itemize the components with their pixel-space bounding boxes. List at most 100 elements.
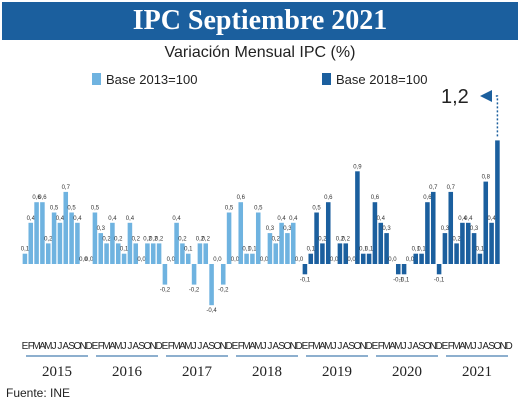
bar-24 [162, 264, 168, 285]
bar-32 [209, 264, 214, 306]
value-label-70: 0,7 [429, 185, 438, 191]
highlight-annotation: 1,2 [441, 86, 469, 108]
value-label-9: 0,4 [73, 216, 82, 222]
bar-21 [145, 243, 150, 264]
month-tick-7: A [62, 341, 69, 352]
bar-52 [325, 202, 331, 264]
value-label-59: 0,1 [365, 247, 374, 253]
month-tick-79: A [482, 341, 489, 352]
month-tick-0: E [22, 341, 29, 352]
bar-39 [250, 253, 255, 264]
value-label-11: 0,0 [85, 257, 94, 263]
month-tick-17: J [122, 341, 127, 352]
month-tick-16: M [114, 341, 122, 352]
month-tick-39: A [249, 341, 256, 352]
bar-27 [180, 243, 185, 264]
legend-label-base2018: Base 2018=100 [336, 72, 428, 87]
month-tick-52: M [324, 341, 332, 352]
bar-44 [279, 222, 284, 264]
bar-67 [413, 253, 419, 264]
value-label-65: -0,1 [399, 277, 410, 283]
month-tick-83: D [505, 341, 512, 352]
bar-4 [45, 243, 51, 264]
month-tick-81: O [494, 341, 502, 352]
month-tick-23: D [155, 341, 162, 352]
month-tick-54: J [337, 341, 342, 352]
month-tick-31: A [202, 341, 209, 352]
legend-item-base2018: Base 2018=100 [322, 72, 427, 87]
bar-15 [110, 222, 115, 264]
month-tick-30: J [197, 341, 202, 352]
month-tick-58: N [360, 341, 367, 352]
month-tick-15: A [109, 341, 116, 352]
value-label-32: -0,4 [206, 308, 217, 314]
month-tick-28: M [184, 341, 192, 352]
value-label-72: 0,3 [441, 226, 450, 232]
month-tick-61: F [378, 341, 384, 352]
bar-45 [285, 233, 290, 264]
month-tick-29: J [192, 341, 197, 352]
bar-43 [273, 243, 279, 264]
bar-64 [395, 264, 401, 275]
year-label-2017: 2017 [182, 364, 213, 380]
value-label-17: 0,1 [120, 247, 129, 253]
year-label-2018: 2018 [252, 364, 282, 380]
value-label-1: 0,4 [27, 216, 36, 222]
value-label-47: 0,0 [295, 257, 304, 263]
value-label-78: 0,1 [476, 247, 485, 253]
year-label-2015: 2015 [42, 364, 72, 380]
month-tick-35: D [225, 341, 232, 352]
value-label-25: 0,0 [167, 257, 176, 263]
month-tick-77: J [472, 341, 477, 352]
bar-59 [366, 253, 372, 264]
value-label-76: 0,4 [464, 216, 473, 222]
value-label-67: 0,1 [412, 247, 421, 253]
value-label-61: 0,4 [377, 216, 386, 222]
value-label-80: 0,4 [487, 216, 496, 222]
value-label-19: 0,2 [132, 236, 141, 242]
value-label-45: 0,3 [283, 226, 292, 232]
month-tick-12: E [92, 341, 99, 352]
month-tick-3: A [39, 341, 46, 352]
month-tick-78: J [477, 341, 482, 352]
bar-17 [121, 253, 127, 264]
bar-16 [115, 243, 121, 264]
month-tick-59: D [365, 341, 372, 352]
month-tick-27: A [179, 341, 186, 352]
month-tick-20: S [138, 341, 145, 352]
month-tick-66: J [407, 341, 412, 352]
value-label-14: 0,2 [102, 236, 111, 242]
bar-1 [28, 222, 34, 264]
value-label-20: 0,0 [137, 257, 146, 263]
bar-81 [495, 140, 500, 264]
year-label-2019: 2019 [322, 364, 352, 380]
month-tick-69: O [424, 341, 432, 352]
value-label-44: 0,4 [277, 216, 286, 222]
bar-65 [401, 264, 407, 275]
bar-37 [238, 202, 244, 264]
month-tick-51: A [319, 341, 326, 352]
value-label-35: 0,5 [225, 206, 234, 212]
bar-57 [355, 171, 360, 264]
bar-62 [384, 233, 389, 264]
value-label-27: 0,2 [178, 236, 187, 242]
value-label-43: 0,2 [272, 236, 281, 242]
value-label-54: 0,2 [336, 236, 345, 242]
value-label-30: 0,2 [196, 236, 205, 242]
month-tick-21: O [144, 341, 152, 352]
month-tick-56: S [348, 341, 355, 352]
month-tick-71: D [435, 341, 442, 352]
month-tick-70: N [430, 341, 437, 352]
value-label-21: 0,2 [143, 236, 152, 242]
bar-78 [477, 253, 483, 264]
bar-31 [203, 243, 209, 264]
bar-28 [185, 253, 191, 264]
value-label-41: 0,0 [260, 257, 269, 263]
bar-73 [448, 191, 454, 264]
month-tick-4: M [44, 341, 52, 352]
value-label-42: 0,3 [266, 226, 275, 232]
month-tick-24: E [162, 341, 169, 352]
bar-12 [92, 212, 98, 264]
value-label-34: -0,2 [218, 288, 229, 294]
